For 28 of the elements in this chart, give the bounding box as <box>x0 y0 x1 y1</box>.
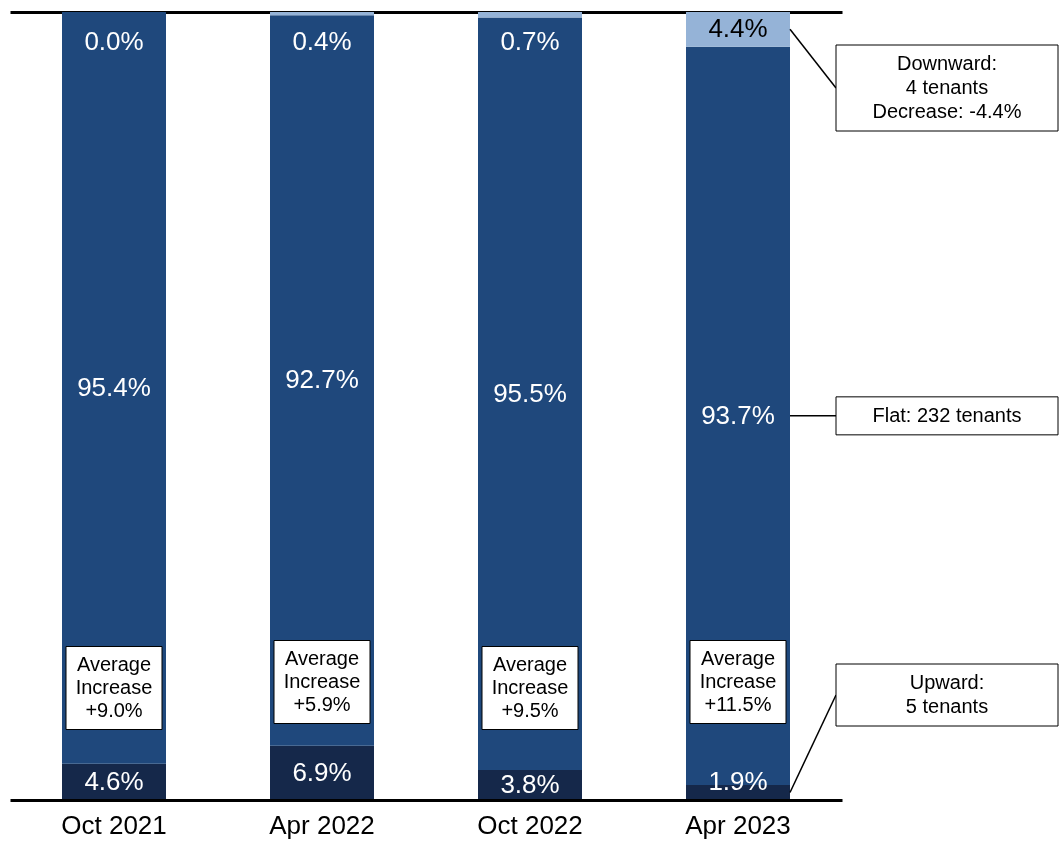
x-tick-label: Oct 2021 <box>61 809 167 840</box>
x-tick-label: Apr 2022 <box>269 809 375 840</box>
data-label: 92.7% <box>285 364 359 395</box>
bar <box>270 12 374 16</box>
annotation: Average Increase +11.5% <box>699 647 777 715</box>
data-label: 95.4% <box>77 371 151 402</box>
data-label: 0.4% <box>292 26 352 56</box>
x-tick-label: Oct 2022 <box>477 809 583 840</box>
bar <box>62 12 166 764</box>
data-label: 4.4% <box>708 13 768 44</box>
annotation: Average Increase +5.9% <box>283 647 361 715</box>
text: Flat: 232 tenants <box>872 403 1022 426</box>
bar <box>478 17 582 771</box>
data-label: 95.5% <box>493 377 567 408</box>
data-label: 6.9% <box>292 756 352 787</box>
text: Downward: 4 tenants Decrease: -4.4% <box>872 52 1022 122</box>
data-label: 4.6% <box>84 765 144 796</box>
data-label: 0.7% <box>500 26 560 56</box>
text: Upward: 5 tenants <box>905 671 989 717</box>
annotation: Average Increase +9.5% <box>491 653 569 721</box>
data-label: 0.0% <box>84 26 144 56</box>
data-label: 3.8% <box>500 769 560 800</box>
x-tick-label: Apr 2023 <box>685 809 791 840</box>
data-label: 93.7% <box>701 399 775 430</box>
data-label: 1.9% <box>708 766 768 796</box>
bar <box>478 12 582 18</box>
annotation: Average Increase +9.0% <box>75 653 153 721</box>
bar <box>270 15 374 746</box>
